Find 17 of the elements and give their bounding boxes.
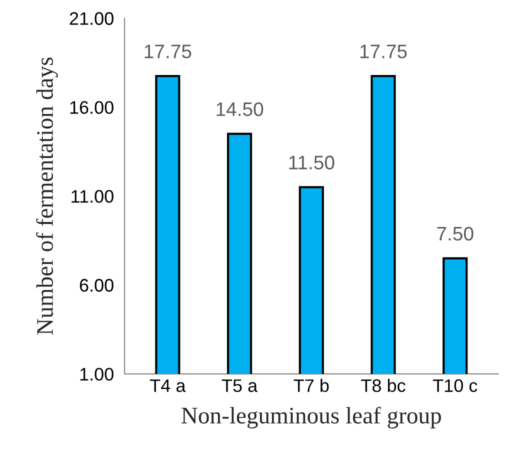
y-tick-label: 11.00 bbox=[72, 190, 114, 203]
x-tick-label: T5 a bbox=[222, 379, 258, 392]
x-axis-title: Non-leguminous leaf group bbox=[182, 406, 441, 428]
x-tick-label: T7 b bbox=[294, 378, 329, 392]
x-tick-label: T8 bc bbox=[361, 378, 406, 392]
y-tick-label: 21.00 bbox=[70, 12, 114, 25]
data-label: 17.75 bbox=[360, 44, 407, 58]
y-tick-label: 16.00 bbox=[70, 101, 114, 114]
y-tick-label: 6.00 bbox=[80, 278, 114, 292]
data-label: 7.50 bbox=[437, 226, 474, 241]
y-tick-label: 1.00 bbox=[80, 368, 114, 381]
data-label: 11.50 bbox=[289, 156, 334, 170]
data-label: 14.50 bbox=[216, 102, 264, 116]
data-label: 17.75 bbox=[144, 44, 192, 58]
y-axis-title: Number of fermentation days bbox=[36, 58, 58, 335]
x-tick-label: T4 a bbox=[150, 379, 186, 392]
x-tick-label: T10 c bbox=[432, 379, 478, 392]
